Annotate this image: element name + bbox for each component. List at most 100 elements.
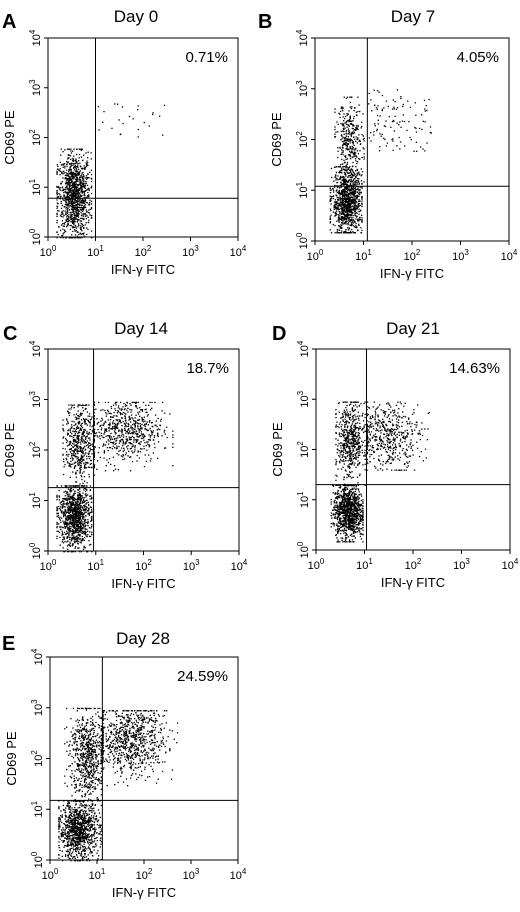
event-dot <box>360 209 362 211</box>
event-dot <box>68 157 70 159</box>
event-dot <box>83 434 85 437</box>
event-dot <box>353 173 356 175</box>
event-dot <box>120 417 123 419</box>
event-dot <box>348 516 351 518</box>
event-dot <box>137 128 139 131</box>
event-dot <box>127 429 129 431</box>
event-dot <box>75 428 77 430</box>
event-dot <box>83 439 85 441</box>
event-dot <box>69 465 71 467</box>
event-dot <box>162 401 164 404</box>
event-dot <box>343 193 346 195</box>
event-dot <box>356 168 358 171</box>
event-dot <box>149 439 151 441</box>
event-dot <box>370 132 372 134</box>
event-dot <box>349 101 351 104</box>
event-dots <box>330 401 430 543</box>
event-dot <box>134 420 136 422</box>
event-dot <box>68 544 71 546</box>
event-dot <box>124 403 127 406</box>
event-dot <box>350 148 352 150</box>
event-dot <box>381 133 383 136</box>
event-dot <box>342 116 344 118</box>
event-dot <box>110 436 113 438</box>
event-dot <box>355 128 357 130</box>
event-dot <box>78 157 80 159</box>
event-dot <box>145 428 148 431</box>
event-dot <box>358 195 360 197</box>
event-dot <box>119 440 121 442</box>
event-dot <box>357 203 359 205</box>
event-dot <box>112 421 114 423</box>
event-dot <box>347 216 349 218</box>
event-dot <box>340 175 342 178</box>
event-dot <box>363 137 365 140</box>
event-dot <box>355 496 357 499</box>
event-dot <box>64 513 66 515</box>
event-dot <box>357 218 359 221</box>
event-dot <box>330 232 333 234</box>
event-dot <box>62 213 64 215</box>
event-dot <box>68 204 70 206</box>
event-dot <box>361 507 363 509</box>
event-dot <box>347 197 349 199</box>
event-dot <box>338 211 340 213</box>
event-dot <box>80 233 83 235</box>
event-dot <box>351 141 354 144</box>
event-dot <box>77 547 79 549</box>
event-dot <box>134 447 136 449</box>
event-dot <box>106 447 108 449</box>
event-dot <box>83 485 85 487</box>
event-dot <box>89 199 91 201</box>
event-dot <box>334 201 337 203</box>
event-dot <box>74 224 77 227</box>
event-dot <box>72 189 74 191</box>
event-dot <box>354 177 356 180</box>
event-dot <box>81 177 84 179</box>
event-dot <box>349 207 351 209</box>
event-dot <box>347 229 350 231</box>
event-dot <box>145 411 147 414</box>
event-dot <box>103 457 105 459</box>
event-dot <box>63 163 65 165</box>
event-dot <box>74 438 76 440</box>
event-dot <box>350 133 352 135</box>
event-dot <box>66 169 68 171</box>
event-dot <box>342 206 344 208</box>
event-dot <box>80 195 82 197</box>
event-dot <box>148 404 150 406</box>
event-dot <box>340 226 342 228</box>
event-dot <box>71 534 73 536</box>
event-dot <box>126 425 128 428</box>
event-dot <box>74 208 76 210</box>
event-dot <box>341 216 344 218</box>
event-dot <box>378 91 380 93</box>
event-dot <box>86 461 88 464</box>
event-dot <box>335 190 337 192</box>
event-dot <box>329 192 332 194</box>
event-dot <box>113 422 116 425</box>
event-dot <box>81 223 84 226</box>
event-dot <box>337 225 340 227</box>
event-dot <box>130 404 132 406</box>
event-dot <box>71 522 73 524</box>
event-dot <box>143 424 145 427</box>
event-dot <box>341 191 343 194</box>
event-dot <box>74 186 76 188</box>
event-dot <box>154 414 157 416</box>
upper-right-percent: 4.05% <box>456 49 499 66</box>
event-dot <box>335 214 337 216</box>
event-dot <box>340 130 342 133</box>
event-dot <box>62 513 64 515</box>
event-dot <box>86 184 89 186</box>
event-dot <box>347 172 349 174</box>
event-dot <box>147 441 149 443</box>
event-dot <box>63 225 66 227</box>
event-dot <box>118 429 120 431</box>
event-dot <box>343 219 346 221</box>
event-dot <box>341 207 343 209</box>
event-dot <box>133 451 135 453</box>
event-dot <box>348 227 350 229</box>
event-dot <box>347 201 349 203</box>
event-dot <box>77 492 79 494</box>
